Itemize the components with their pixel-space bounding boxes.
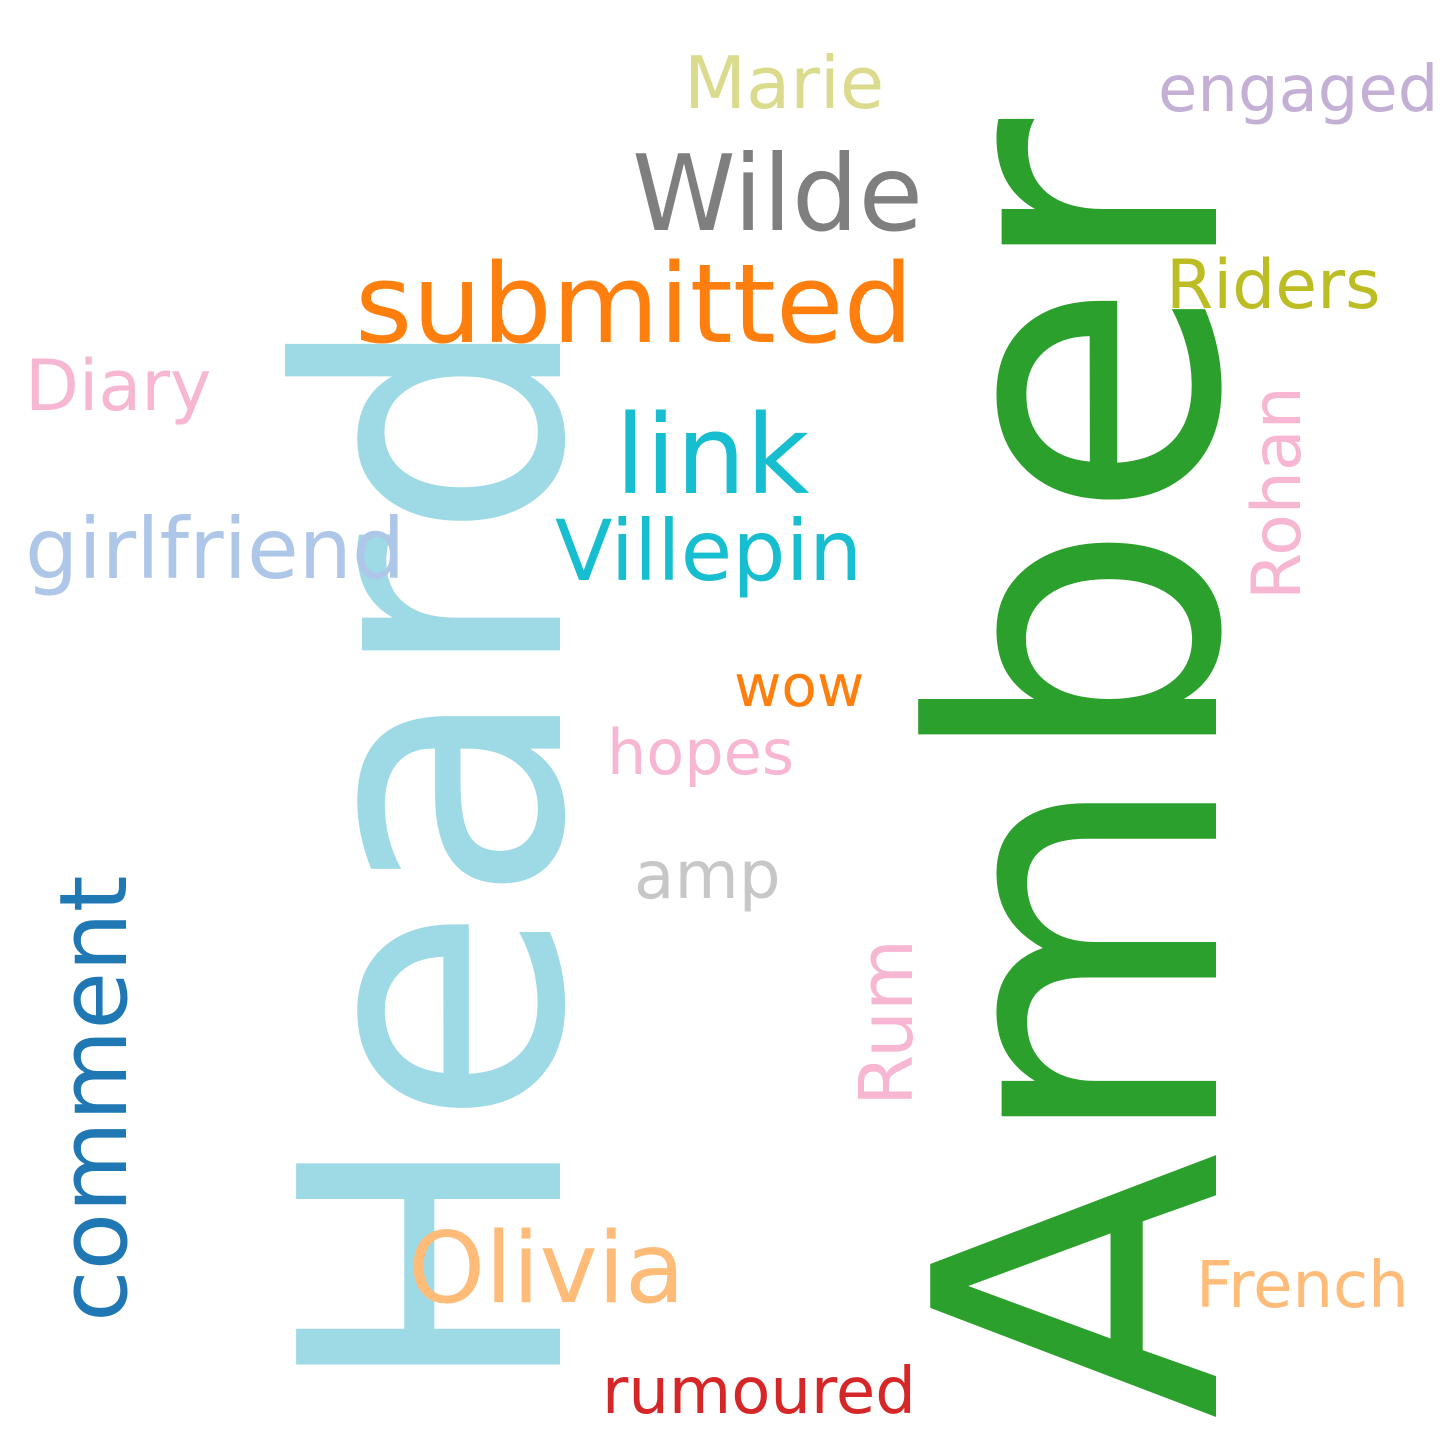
word-rohan: Rohan	[1238, 386, 1317, 600]
word-amp: amp	[634, 837, 781, 914]
word-amber: Amber	[853, 115, 1309, 1420]
word-link: link	[615, 391, 810, 519]
word-marie: Marie	[684, 41, 884, 125]
word-wow: wow	[734, 652, 864, 720]
word-girlfriend: girlfriend	[25, 500, 405, 598]
word-rum: Rum	[844, 939, 930, 1106]
word-heard: Heard	[225, 311, 646, 1400]
word-engaged: engaged	[1158, 53, 1438, 127]
word-diary: Diary	[25, 345, 211, 427]
word-hopes: hopes	[607, 716, 794, 789]
word-wilde: Wilde	[632, 133, 923, 255]
word-french: French	[1196, 1249, 1409, 1323]
word-olivia: Olivia	[408, 1212, 685, 1326]
word-comment: comment	[40, 875, 149, 1322]
word-submitted: submitted	[355, 240, 913, 368]
word-rumoured: rumoured	[602, 1355, 916, 1429]
word-villepin: Villepin	[555, 502, 862, 600]
word-riders: Riders	[1166, 246, 1381, 325]
